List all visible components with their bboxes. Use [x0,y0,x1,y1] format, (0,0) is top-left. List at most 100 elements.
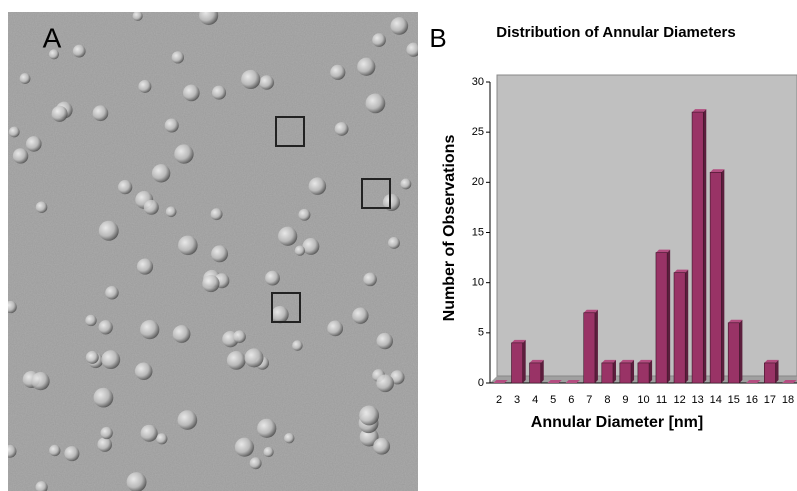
particle [199,12,219,25]
particle [8,126,20,138]
particle [211,245,229,263]
particle [92,105,109,122]
bar-top [710,169,725,173]
x-tick-label: 9 [622,394,628,406]
particle [143,199,159,215]
particle [244,348,264,368]
particle [294,245,306,256]
particle [373,437,391,455]
bar-top [746,380,761,383]
y-tick-label: 0 [478,377,484,389]
bar [764,362,776,384]
particle [363,272,377,287]
particle [174,144,194,164]
bar-side [739,319,743,383]
x-tick-label: 10 [637,394,649,406]
particle [177,410,198,430]
bar-top [619,359,635,363]
particle [93,387,114,408]
particle [35,481,48,491]
particle [85,350,99,364]
particle [132,12,143,22]
particle [226,351,246,370]
bar-top [692,109,707,113]
particle [278,226,298,246]
bar-side [522,339,526,383]
particle [382,193,401,211]
particle [140,424,158,442]
bar-top [637,359,653,363]
particle [105,286,119,300]
particle [271,305,289,324]
particle [136,258,154,275]
bar [583,312,596,384]
particle [406,42,418,57]
y-tick-label: 30 [472,76,484,88]
particle [101,350,121,370]
particle [390,17,409,35]
bar-side [685,269,689,383]
bar [673,272,686,384]
bar-top [655,249,671,253]
x-tick-label: 15 [728,394,740,406]
particle [359,405,380,426]
x-tick-label: 7 [586,394,592,406]
x-tick-label: 16 [746,394,758,406]
y-tick-label: 15 [472,226,484,238]
particle [210,208,223,221]
bar-top [674,269,689,273]
particle [376,374,394,393]
particle [183,84,200,102]
particle [19,73,31,84]
particle [49,444,61,457]
particle [284,433,295,444]
particle [263,446,274,458]
x-tick-label: 18 [782,394,794,406]
highlight-box [275,116,305,147]
particle [97,437,112,452]
bar [511,342,523,384]
particle [31,372,50,391]
particle [156,433,168,445]
particle [8,300,17,314]
particle [172,325,191,343]
x-tick-label: 12 [673,394,685,406]
particle [330,64,346,80]
bar-side [631,359,635,383]
particle [126,472,147,491]
particle [64,446,80,462]
bar-side [721,169,725,383]
particle [357,57,376,76]
particle [327,320,344,337]
particle [388,237,400,249]
bar-side [667,249,671,383]
x-tick-label: 17 [764,394,776,406]
y-tick-label: 10 [472,277,484,289]
particle [234,437,254,457]
bar-top [728,319,743,323]
bar-side [703,109,707,383]
particle [298,208,311,221]
particle [376,332,394,350]
particle [202,274,220,293]
particle [48,49,59,60]
bar-side [775,359,779,383]
bar-top [583,309,598,313]
bar-top [493,380,508,383]
particle [390,370,405,385]
plot-wall [496,74,797,377]
particle [249,457,262,470]
particle [359,427,379,447]
bar [601,362,614,384]
x-tick-label: 4 [532,394,538,406]
x-tick-label: 2 [496,394,502,406]
x-tick-label: 3 [514,394,520,406]
panel-label: A [43,22,62,53]
particle [25,136,42,152]
particle [151,164,171,183]
bar-top [764,359,779,363]
x-axis-title: Annular Diameter [nm] [531,414,703,431]
bar-top [547,380,562,383]
y-axis-title: Number of Observations [441,135,458,322]
